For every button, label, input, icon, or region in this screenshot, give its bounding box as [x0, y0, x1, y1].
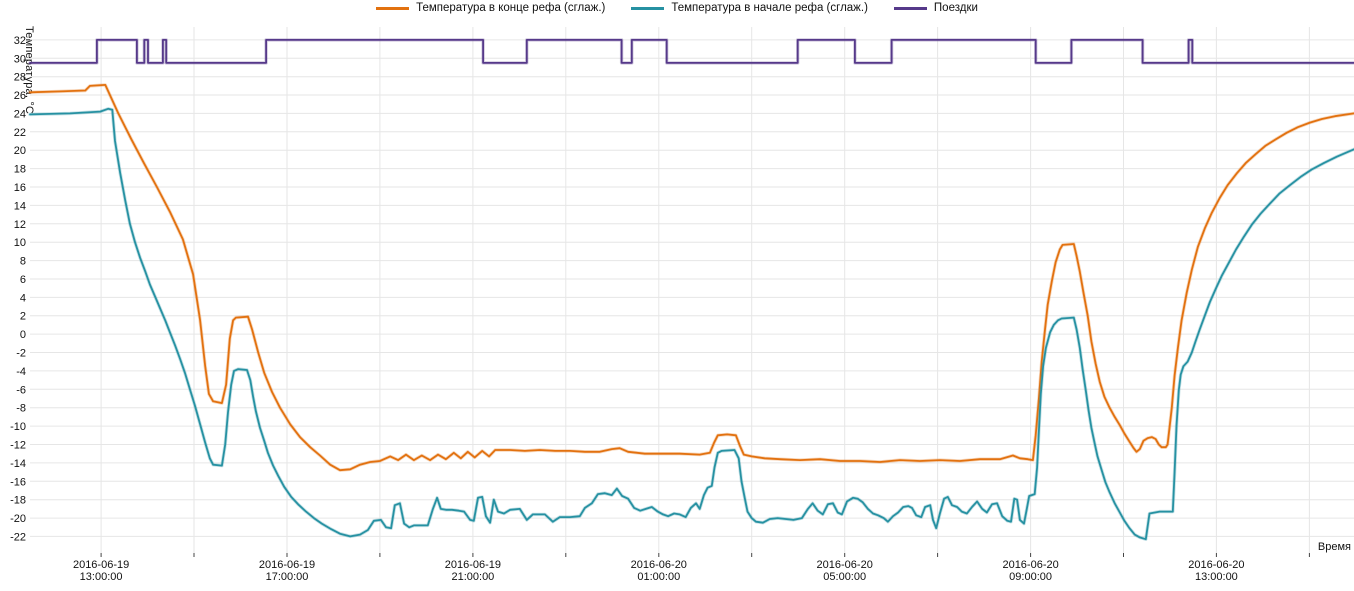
legend-label: Температура в конце рефа (сглаж.): [416, 2, 606, 14]
y-tick-label: 22: [14, 127, 26, 139]
y-tick-label: 18: [14, 164, 26, 176]
y-tick-label: -14: [10, 458, 26, 470]
legend-swatch-line: [631, 6, 665, 10]
y-tick-label: -16: [10, 476, 26, 488]
y-tick-label: 4: [20, 292, 26, 304]
x-tick-label: 2016-06-19 21:00:00: [445, 559, 501, 583]
y-tick-label: 28: [14, 72, 26, 84]
y-tick-label: -6: [16, 384, 26, 396]
y-tick-label: -4: [16, 366, 26, 378]
series-line-konets-refa[interactable]: [28, 83, 1354, 472]
chart-legend: Температура в конце рефа (сглаж.) Темпера…: [0, 2, 1354, 14]
y-tick-labels: 32302826242220181614121086420-2-4-6-8-10…: [10, 35, 26, 544]
gridlines: [30, 27, 1354, 553]
y-tick-label: -22: [10, 531, 26, 543]
y-tick-label: -8: [16, 403, 26, 415]
y-tick-label: 12: [14, 219, 26, 231]
y-tick-label: 26: [14, 90, 26, 102]
y-tick-label: 32: [14, 35, 26, 47]
legend-item-2[interactable]: Температура в начале рефа (сглаж.): [631, 2, 868, 14]
x-tick-label: 2016-06-20 09:00:00: [1002, 559, 1058, 583]
y-tick-label: 0: [20, 329, 26, 341]
x-axis-title: Время: [1317, 541, 1351, 553]
y-tick-label: 24: [14, 108, 26, 120]
y-tick-label: 16: [14, 182, 26, 194]
series-line-nachalo-refa[interactable]: [28, 107, 1354, 541]
y-tick-label: -10: [10, 421, 26, 433]
y-tick-label: 8: [20, 256, 26, 268]
y-tick-label: -2: [16, 348, 26, 360]
x-tick-label: 2016-06-20 01:00:00: [631, 559, 687, 583]
legend-label: Поездки: [933, 2, 978, 14]
y-tick-label: -18: [10, 495, 26, 507]
legend-item-1[interactable]: Температура в конце рефа (сглаж.): [376, 2, 605, 14]
x-tick-label: 2016-06-20 13:00:00: [1188, 559, 1244, 583]
legend-label: Температура в начале рефа (сглаж.): [671, 2, 868, 14]
y-tick-label: 20: [14, 145, 26, 157]
legend-swatch-line: [376, 6, 410, 10]
legend-item-3[interactable]: Поездки: [893, 2, 978, 14]
y-tick-label: -12: [10, 440, 26, 452]
series-line-poezdki[interactable]: [28, 38, 1354, 65]
y-tick-label: 10: [14, 237, 26, 249]
x-tick-labels: 2016-06-19 13:00:00 2016-06-19 17:00:00 2016…: [73, 553, 1310, 583]
x-tick-label: 2016-06-19 13:00:00: [73, 559, 129, 583]
y-tick-label: 6: [20, 274, 26, 286]
legend-swatch-line: [893, 6, 927, 10]
x-tick-label: 2016-06-20 05:00:00: [817, 559, 873, 583]
y-tick-label: -20: [10, 513, 26, 525]
y-tick-label: 30: [14, 53, 26, 65]
y-tick-label: 2: [20, 311, 26, 323]
x-tick-label: 2016-06-19 17:00:00: [259, 559, 315, 583]
y-tick-label: 14: [14, 200, 26, 212]
